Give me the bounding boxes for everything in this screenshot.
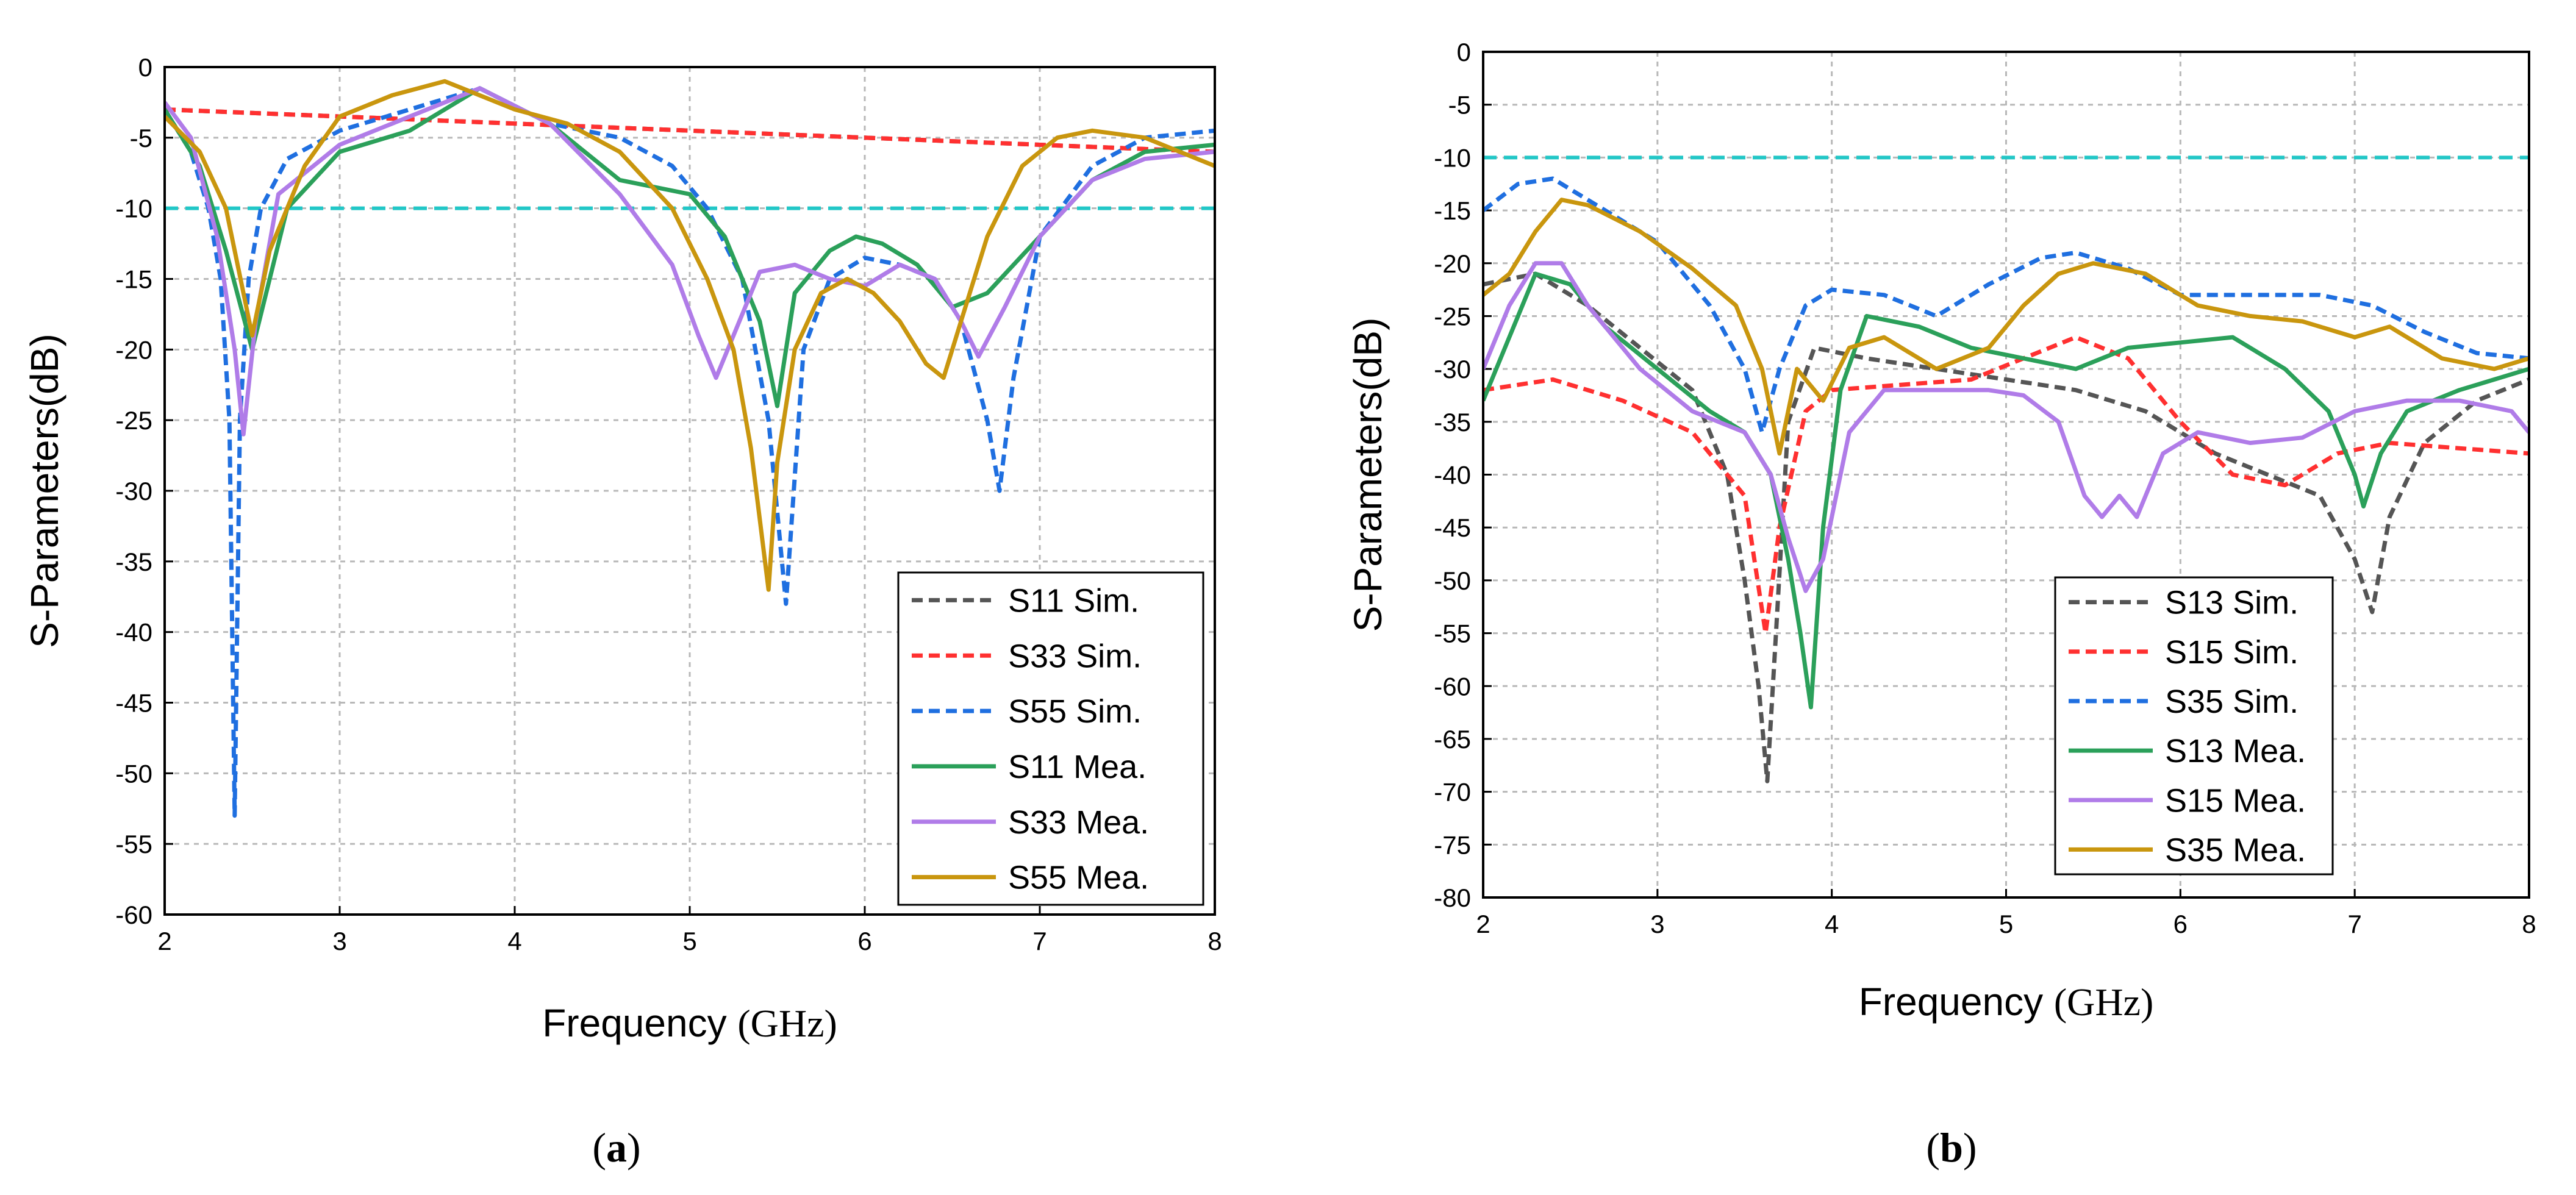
chart-a-caption-open: ( [592,1124,606,1171]
chart-b-y-axis-label: S-Parameters(dB) [1346,318,1390,632]
chart-a-y-tick-label: -45 [115,689,152,718]
chart-a-x-axis-label: Frequency (GHz) [542,1001,837,1045]
chart-a-legend-label: S11 Sim. [1008,582,1139,619]
chart-a: 2 3 4 5 6 7 8 0 -5 -10 -15 -20 -25 -30 -35 -40 -45 -50 -55… [23,53,1222,1171]
chart-a-x-tick-label: 6 [857,927,871,955]
chart-b-x-tick-label: 8 [2522,910,2536,938]
chart-b-x-axis-label-main: Frequency [1859,980,2054,1024]
chart-b-series-s15-sim [1483,335,2529,636]
chart-b-legend-label: S15 Sim. [2165,634,2299,671]
chart-b-caption: (b) [1926,1124,1977,1171]
chart-b-caption-open: ( [1926,1124,1940,1171]
chart-a-y-tick-label: -55 [115,830,152,858]
chart-b-legend-label: S35 Mea. [2165,832,2306,868]
chart-a-legend-label: S55 Mea. [1008,860,1149,896]
chart-b-x-tick-label: 3 [1650,910,1664,938]
chart-b-y-tick-label: -60 [1434,672,1471,701]
chart-a-y-tick-label: -40 [115,618,152,647]
chart-b-y-tick-label: -55 [1434,619,1471,648]
chart-b-x-tick-label: 4 [1825,910,1839,938]
chart-a-caption-letter: a [606,1124,627,1171]
chart-b-x-tick-label: 6 [2174,910,2188,938]
chart-b-y-tick-label: -45 [1434,513,1471,542]
chart-b-frame [1482,51,2530,899]
chart-b-y-tick-label: -25 [1434,302,1471,330]
chart-b-y-tick-label: -50 [1434,566,1471,595]
chart-b-y-tick-label: -35 [1434,408,1471,437]
chart-a-x-tick-label: 3 [332,927,346,955]
chart-b-caption-letter: b [1940,1124,1963,1171]
chart-b-y-tick-label: -15 [1434,196,1471,225]
chart-b-y-tick-label: 0 [1457,38,1471,66]
chart-a-y-tick-label: -10 [115,194,152,223]
chart-a-x-tick-label: 2 [157,927,171,955]
chart-b-y-tick-label: -30 [1434,355,1471,383]
chart-b-y-tick-label: -5 [1448,91,1471,120]
chart-b-x-tick-label: 2 [1476,910,1490,938]
chart-a-series-s55-mea [165,79,1215,592]
chart-a-y-tick-label: -30 [115,477,152,505]
chart-b-legend-label: S15 Mea. [2165,782,2306,819]
chart-b-legend-label: S35 Sim. [2165,683,2299,720]
chart-a-x-tick-label: 4 [507,927,521,955]
chart-b-y-tick-label: -75 [1434,830,1471,859]
chart-b-y-tick-label: -40 [1434,461,1471,490]
chart-b-y-tick-label: -80 [1434,883,1471,912]
chart-b-legend-label: S13 Mea. [2165,733,2306,769]
chart-b-y-tick-label: -10 [1434,143,1471,172]
chart-a-x-tick-label: 8 [1208,927,1222,955]
chart-a-y-tick-label: -35 [115,548,152,576]
chart-a-series-s55-sim [165,86,1215,818]
chart-a-series-s33-mea [165,86,1215,437]
chart-a-x-axis-label-unit: (GHz) [737,1002,837,1045]
chart-a-x-tick-label: 5 [682,927,696,955]
chart-a-legend-label: S33 Mea. [1008,804,1149,841]
chart-a-legend-label: S11 Mea. [1008,749,1147,785]
chart-b-series-s13-mea [1483,271,2529,710]
chart-b-legend-label: S13 Sim. [2165,585,2299,621]
chart-a-caption: (a) [592,1124,640,1171]
chart-b-x-axis-label-unit: (GHz) [2054,980,2153,1024]
chart-a-y-tick-label: 0 [138,53,152,82]
chart-a-x-tick-label: 7 [1032,927,1046,955]
chart-a-frame [163,66,1216,916]
chart-b-series-s15-mea [1483,261,2529,593]
chart-b: 2 3 4 5 6 7 8 0 -5 -10 -15 -20 -25 -30 -35 -40 -45 -50 -55… [1346,38,2536,1171]
chart-b-series-s35-mea [1483,198,2529,456]
chart-a-legend [897,571,1204,906]
chart-b-y-tick-label: -20 [1434,249,1471,278]
chart-b-x-tick-label: 7 [2347,910,2361,938]
chart-b-y-tick-label: -65 [1434,725,1471,754]
chart-b-x-tick-label: 5 [1999,910,2013,938]
chart-a-y-tick-label: -25 [115,406,152,435]
chart-b-y-tick-label: -70 [1434,778,1471,807]
chart-a-y-tick-label: -15 [115,265,152,294]
chart-a-y-tick-label: -5 [130,124,152,152]
chart-b-caption-close: ) [1963,1124,1977,1171]
chart-a-y-axis-label: S-Parameters(dB) [23,334,66,648]
chart-a-y-tick-label: -50 [115,759,152,788]
chart-b-legend [2054,576,2334,876]
chart-a-x-axis-label-main: Frequency [542,1001,737,1045]
chart-b-x-axis-label: Frequency (GHz) [1859,980,2154,1024]
chart-a-legend-label: S33 Sim. [1008,638,1142,674]
chart-a-y-tick-label: -20 [115,335,152,364]
chart-a-caption-close: ) [627,1124,641,1171]
chart-a-legend-label: S55 Sim. [1008,693,1142,730]
chart-a-y-tick-label: -60 [115,901,152,929]
